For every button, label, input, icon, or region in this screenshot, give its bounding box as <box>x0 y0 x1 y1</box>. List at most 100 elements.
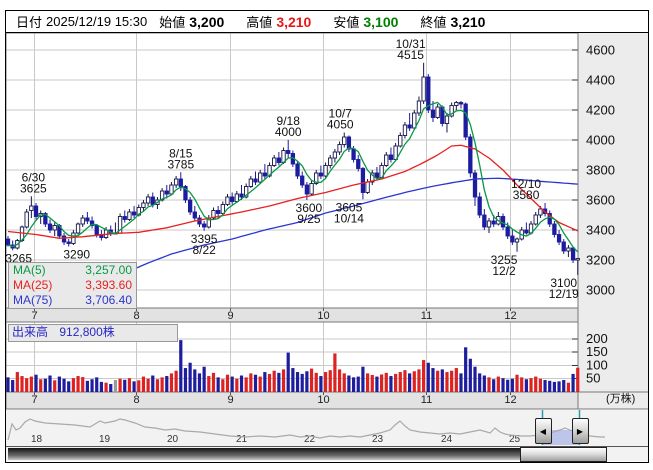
svg-text:200: 200 <box>586 331 608 346</box>
open-value: 3,200 <box>189 13 225 30</box>
right-arrow-icon: ▶ <box>576 426 584 436</box>
svg-text:12: 12 <box>504 394 516 406</box>
svg-text:3290: 3290 <box>63 248 90 262</box>
svg-text:4600: 4600 <box>586 43 615 58</box>
svg-text:25: 25 <box>509 434 521 445</box>
svg-text:3265: 3265 <box>6 251 32 265</box>
ma25-value: 3,393.60 <box>85 278 132 292</box>
svg-text:4000: 4000 <box>275 125 302 139</box>
ma75-label: MA(75) <box>13 293 53 307</box>
svg-text:9/25: 9/25 <box>297 212 321 226</box>
svg-text:3200: 3200 <box>586 253 615 268</box>
svg-text:24: 24 <box>441 434 453 445</box>
svg-text:12/2: 12/2 <box>492 264 516 278</box>
svg-text:8/15: 8/15 <box>169 146 193 160</box>
ma5-line <box>7 101 579 253</box>
svg-text:3625: 3625 <box>20 181 47 195</box>
svg-text:100: 100 <box>586 357 608 372</box>
close-value: 3,210 <box>450 13 486 30</box>
ma75-legend-row: MA(75) 3,706.40 <box>9 293 136 308</box>
ma75-value: 3,706.40 <box>85 293 132 307</box>
chart-widget-frame: 日付 2025/12/19 15:30 始値 3,200 高値 3,210 安値… <box>5 10 649 463</box>
volume-label-box: 出来高 912,800株 <box>8 324 178 342</box>
svg-text:19: 19 <box>99 434 111 445</box>
svg-text:18: 18 <box>31 434 43 445</box>
ma25-legend-row: MA(25) 3,393.60 <box>9 278 136 293</box>
price-axis: 4600 4400 4200 4000 3800 3600 3400 3200 3000 <box>572 43 615 298</box>
close-label: 終値 <box>420 15 447 30</box>
svg-text:150: 150 <box>586 344 608 359</box>
svg-text:3600: 3600 <box>296 201 323 215</box>
svg-text:7: 7 <box>31 310 37 322</box>
svg-text:4050: 4050 <box>327 118 354 132</box>
left-arrow-icon: ◀ <box>539 426 547 436</box>
svg-text:12: 12 <box>504 310 516 322</box>
svg-text:12/19: 12/19 <box>549 287 579 301</box>
low-label: 安値 <box>333 15 360 30</box>
svg-text:3600: 3600 <box>586 193 615 208</box>
ma-legend: MA(5) 3,257.00 MA(25) 3,393.60 MA(75) 3,… <box>8 262 137 309</box>
scrollbar-thumb[interactable] <box>520 447 607 462</box>
svg-text:9: 9 <box>227 394 233 406</box>
svg-text:22: 22 <box>304 434 316 445</box>
month-axis: 7 7 8 8 9 9 10 10 11 11 12 12 <box>31 308 517 406</box>
ma5-legend-row: MA(5) 3,257.00 <box>9 263 136 278</box>
svg-text:8: 8 <box>133 394 139 406</box>
svg-text:3395: 3395 <box>191 232 218 246</box>
svg-text:12/10: 12/10 <box>511 177 541 191</box>
svg-text:6/30: 6/30 <box>22 170 46 184</box>
svg-text:4200: 4200 <box>586 103 615 118</box>
svg-text:3800: 3800 <box>586 163 615 178</box>
svg-text:50: 50 <box>586 371 600 386</box>
svg-text:21: 21 <box>236 434 248 445</box>
candles <box>6 62 580 275</box>
svg-text:11: 11 <box>421 394 432 406</box>
svg-text:10/14: 10/14 <box>334 211 364 225</box>
svg-text:10: 10 <box>317 394 329 406</box>
svg-text:10: 10 <box>317 310 329 322</box>
volume-value: 912,800株 <box>59 325 115 339</box>
svg-text:(万株): (万株) <box>606 391 635 405</box>
high-label: 高値 <box>246 15 273 30</box>
ma5-label: MA(5) <box>13 263 46 277</box>
svg-text:3785: 3785 <box>167 157 194 171</box>
volume-label: 出来高 <box>12 325 49 339</box>
svg-text:11: 11 <box>421 310 432 322</box>
svg-text:3100: 3100 <box>550 276 577 290</box>
svg-text:8/22: 8/22 <box>192 243 216 257</box>
price-volume-chart[interactable]: 4600440042004000380036003400320030002001… <box>6 33 648 409</box>
ma25-line <box>7 144 578 239</box>
svg-text:23: 23 <box>372 434 384 445</box>
svg-text:9: 9 <box>227 310 233 322</box>
svg-text:4515: 4515 <box>397 48 424 62</box>
svg-text:4000: 4000 <box>586 133 615 148</box>
high-value: 3,210 <box>276 13 312 30</box>
svg-text:3255: 3255 <box>491 253 518 267</box>
range-handle-right-button[interactable]: ▶ <box>571 418 589 444</box>
low-value: 3,100 <box>363 13 399 30</box>
svg-text:9/18: 9/18 <box>277 114 301 128</box>
svg-text:7: 7 <box>31 394 37 406</box>
ma75-line <box>119 177 578 276</box>
svg-text:10/7: 10/7 <box>329 107 353 121</box>
svg-text:3580: 3580 <box>513 188 540 202</box>
date-label: 日付 <box>16 15 43 30</box>
range-handle-left-button[interactable]: ◀ <box>534 418 552 444</box>
scrollbar-track-elapsed[interactable] <box>8 448 520 460</box>
svg-text:3400: 3400 <box>586 223 615 238</box>
volume-bars <box>6 340 580 392</box>
history-sparkline <box>7 418 605 441</box>
open-label: 始値 <box>159 15 186 30</box>
ma5-value: 3,257.00 <box>85 263 132 277</box>
svg-text:10/31: 10/31 <box>396 37 426 51</box>
range-navigator[interactable]: 18 19 20 21 22 23 24 25 <box>6 409 648 446</box>
svg-text:3605: 3605 <box>336 200 363 214</box>
ma25-label: MA(25) <box>13 278 53 292</box>
horizontal-scrollbar[interactable] <box>6 446 648 462</box>
svg-text:3000: 3000 <box>586 283 615 298</box>
svg-text:20: 20 <box>167 434 179 445</box>
svg-text:8: 8 <box>133 310 139 322</box>
